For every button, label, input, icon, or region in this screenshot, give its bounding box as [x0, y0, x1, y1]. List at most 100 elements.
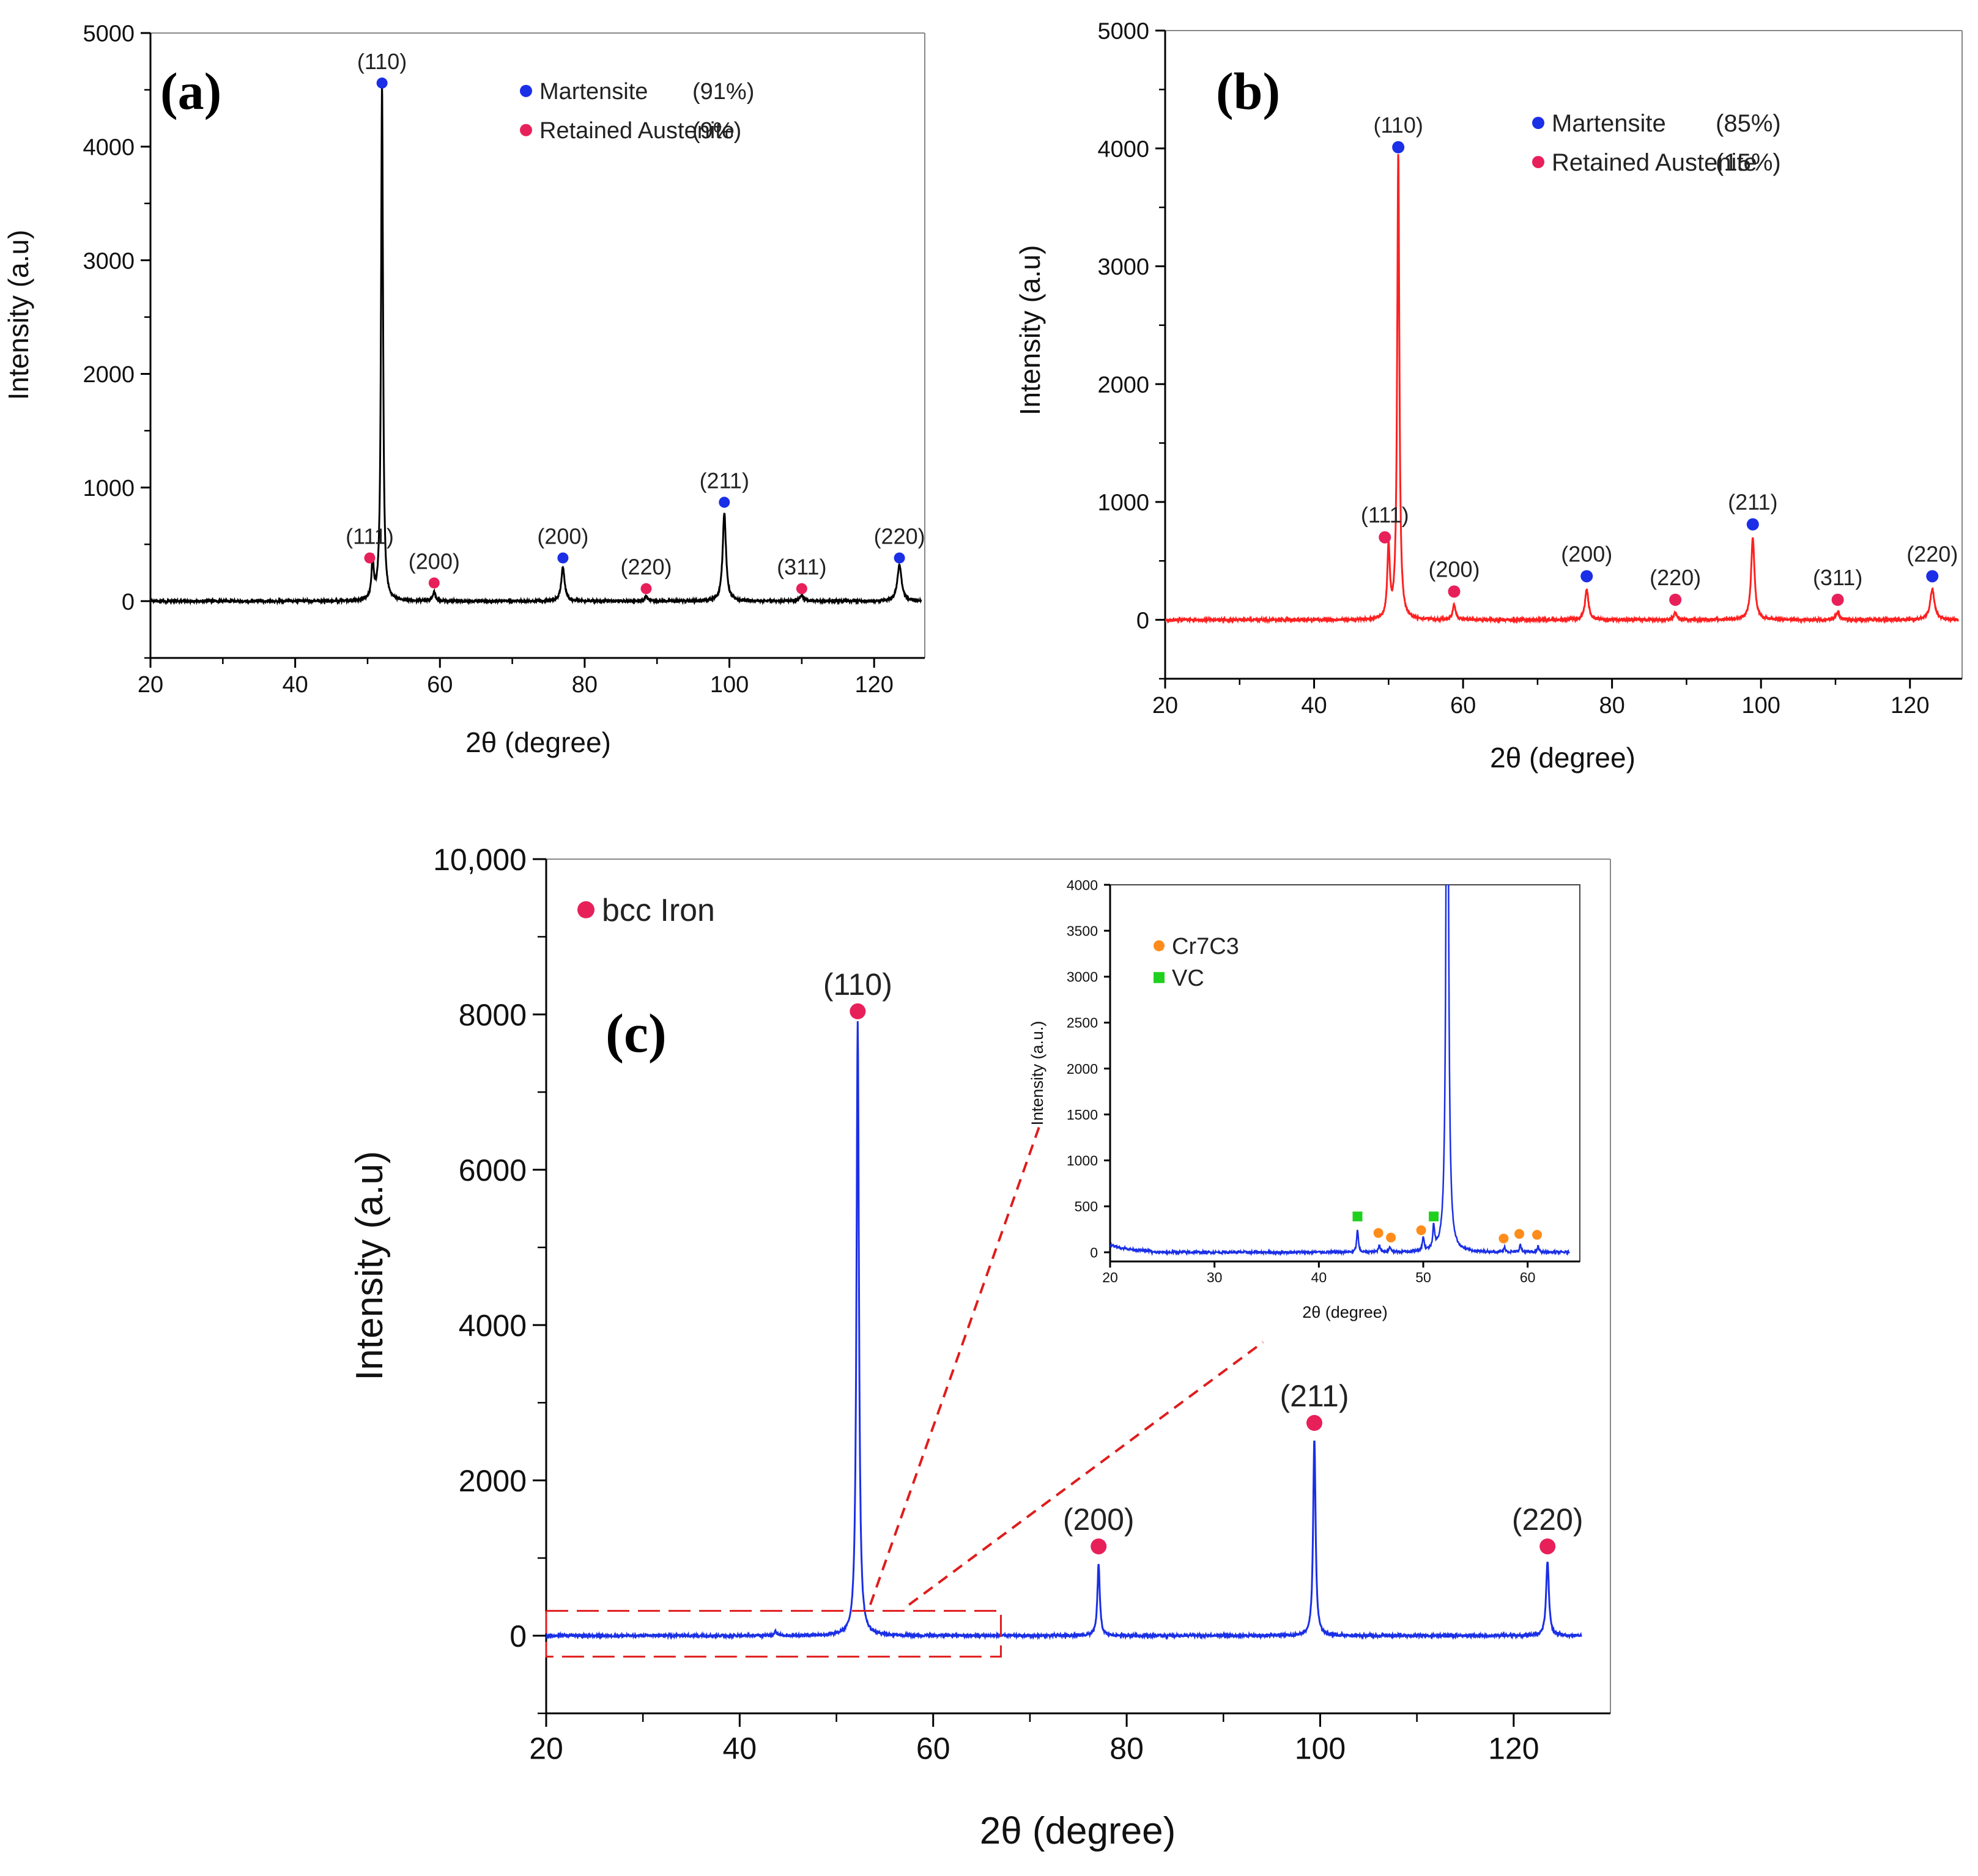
- y-tick-label: 0: [509, 1619, 527, 1653]
- legend-label: bcc Iron: [602, 893, 715, 928]
- peak-label: (200): [1561, 541, 1612, 566]
- cr7c3-marker: [1373, 1228, 1383, 1238]
- peak-label: (200): [1428, 556, 1480, 582]
- peak-marker: [894, 552, 905, 564]
- spectrum-line: [546, 1021, 1582, 1641]
- peak-label: (211): [700, 468, 749, 493]
- peak-marker: [1831, 593, 1844, 606]
- x-tick-label: 40: [1301, 693, 1327, 718]
- zoom-connector: [869, 1124, 1041, 1606]
- peak-marker: [1669, 593, 1682, 606]
- x-tick-label: 20: [529, 1732, 563, 1766]
- peak-label: (200): [409, 548, 460, 574]
- y-tick-label: 0: [1090, 1244, 1098, 1260]
- x-axis-label: 2θ (degree): [465, 726, 611, 758]
- x-tick-label: 60: [1520, 1269, 1536, 1285]
- peak-marker: [1539, 1538, 1556, 1554]
- peak-marker: [1392, 141, 1405, 153]
- legend-label: Retained Austenite: [539, 118, 735, 144]
- cr7c3-marker: [1514, 1228, 1525, 1239]
- legend-marker: [520, 124, 532, 136]
- peak-label: (220): [874, 523, 925, 548]
- chart-panel-b: 20 40 60 80 100 120 0 1000 2000 3000 4000 5000 2θ (d…: [1014, 19, 1963, 774]
- spectrum-line: [150, 83, 922, 606]
- y-tick-label: 1500: [1067, 1107, 1098, 1123]
- y-tick-label: 4000: [1097, 136, 1149, 162]
- cr7c3-marker: [1498, 1233, 1509, 1244]
- peak-marker: [1746, 518, 1759, 531]
- y-tick-label: 2000: [83, 362, 135, 388]
- y-tick-label: 4000: [1067, 877, 1098, 893]
- legend-marker: [1154, 940, 1165, 951]
- peak-label: (220): [1906, 541, 1958, 566]
- y-tick-label: 5000: [1097, 19, 1149, 45]
- y-tick-label: 0: [122, 589, 135, 615]
- peak-label: (110): [1373, 113, 1423, 138]
- y-tick-label: 500: [1075, 1198, 1098, 1214]
- cr7c3-marker: [1386, 1232, 1396, 1243]
- peak-marker: [364, 552, 376, 564]
- x-tick-label: 50: [1415, 1269, 1431, 1285]
- peak-label: (220): [1650, 565, 1701, 590]
- legend-marker: [1532, 117, 1544, 129]
- x-tick-label: 60: [1450, 693, 1476, 718]
- panel-letter: (b): [1216, 62, 1280, 120]
- y-tick-label: 4000: [83, 135, 135, 160]
- legend-marker: [520, 84, 532, 97]
- y-tick-label: 3500: [1067, 923, 1098, 939]
- peak-marker: [376, 77, 388, 89]
- legend-marker: [1532, 156, 1544, 168]
- y-tick-label: 3000: [1067, 969, 1098, 985]
- y-tick-label: 4000: [459, 1309, 527, 1343]
- peak-label: (200): [537, 523, 588, 548]
- y-axis-label: Intensity (a.u): [349, 1151, 391, 1381]
- y-tick-label: 2000: [1097, 372, 1149, 398]
- chart-panel-c: 20 40 60 80 100 120 0 2000 4000 6000 8000 10,000 2θ …: [349, 843, 1611, 1852]
- y-tick-label: 6000: [459, 1153, 527, 1187]
- peak-marker: [428, 577, 440, 589]
- zoom-connector: [908, 1341, 1264, 1606]
- x-tick-label: 80: [572, 672, 598, 698]
- legend-value: (85%): [1716, 110, 1781, 137]
- x-tick-label: 20: [138, 672, 163, 698]
- zoom-region: [545, 1609, 1002, 1658]
- x-tick-label: 30: [1207, 1269, 1223, 1285]
- peak-marker: [1091, 1538, 1107, 1554]
- y-tick-label: 1000: [1067, 1153, 1098, 1169]
- peak-marker: [1926, 570, 1939, 583]
- y-axis-label: Intensity (a.u.): [1028, 1021, 1046, 1125]
- vc-marker: [1352, 1211, 1363, 1222]
- peak-marker: [1580, 570, 1593, 583]
- legend-label: Cr7C3: [1172, 934, 1239, 959]
- x-axis-label: 2θ (degree): [1302, 1303, 1388, 1321]
- x-tick-label: 40: [723, 1732, 757, 1766]
- legend-marker: [1154, 972, 1165, 983]
- x-tick-label: 40: [282, 672, 308, 698]
- y-tick-label: 8000: [459, 998, 527, 1032]
- x-tick-label: 20: [1152, 693, 1178, 718]
- spectrum-line: [1165, 154, 1959, 625]
- y-axis-label: Intensity (a.u): [2, 230, 34, 401]
- vc-marker: [1429, 1211, 1439, 1222]
- y-tick-label: 1000: [83, 476, 135, 501]
- peak-marker: [1448, 585, 1461, 598]
- peak-label: (220): [620, 555, 672, 580]
- cr7c3-marker: [1532, 1230, 1543, 1240]
- peak-marker: [719, 497, 730, 508]
- peak-marker: [640, 583, 652, 594]
- inset-frame: [1109, 884, 1580, 1262]
- legend-value: (9%): [692, 118, 741, 144]
- x-tick-label: 100: [1742, 693, 1780, 718]
- x-tick-label: 120: [1488, 1732, 1539, 1766]
- y-tick-label: 3000: [83, 248, 135, 274]
- y-tick-label: 5000: [83, 21, 135, 47]
- legend-label: Martensite: [539, 79, 648, 105]
- peak-label: (111): [346, 523, 394, 548]
- peak-marker: [1306, 1415, 1322, 1431]
- peak-label: (110): [357, 49, 407, 74]
- x-tick-label: 60: [916, 1732, 950, 1766]
- peak-label: (211): [1280, 1379, 1349, 1413]
- x-tick-label: 100: [710, 672, 749, 698]
- peak-marker: [1379, 531, 1391, 544]
- x-tick-label: 80: [1109, 1732, 1144, 1766]
